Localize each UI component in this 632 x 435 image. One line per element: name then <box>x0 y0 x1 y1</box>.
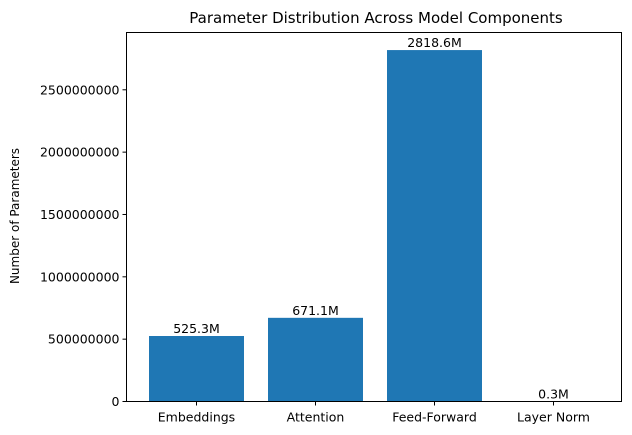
bar-0 <box>149 336 244 402</box>
y-tick-label-4: 2000000000 <box>40 145 120 160</box>
bar-2 <box>387 50 482 402</box>
x-tick-label-0: Embeddings <box>158 410 235 425</box>
y-tick-label-2: 1000000000 <box>40 269 120 284</box>
plot-frame <box>126 32 622 402</box>
y-tick-label-1: 500000000 <box>48 332 120 347</box>
y-tick-label-5: 2500000000 <box>40 82 120 97</box>
y-tick-label-3: 1500000000 <box>40 207 120 222</box>
bars-group <box>149 50 601 402</box>
data-label-0: 525.3M <box>173 321 220 336</box>
data-labels-group: 525.3M 671.1M 2818.6M 0.3M <box>173 35 569 401</box>
x-axis-ticks: Embeddings Attention Feed-Forward Layer Nor… <box>158 401 590 425</box>
chart-title: Parameter Distribution Across Model Comp… <box>189 9 563 27</box>
data-label-1: 671.1M <box>292 303 339 318</box>
y-axis-label: Number of Parameters <box>8 148 22 284</box>
y-axis-ticks: 0 500000000 1000000000 1500000000 2000000000… <box>40 82 127 409</box>
y-tick-label-0: 0 <box>112 394 120 409</box>
data-label-2: 2818.6M <box>407 35 462 50</box>
bar-1 <box>268 317 363 402</box>
x-tick-label-2: Feed-Forward <box>392 410 477 425</box>
x-tick-label-3: Layer Norm <box>517 410 590 425</box>
x-tick-label-1: Attention <box>287 410 345 425</box>
data-label-3: 0.3M <box>538 386 569 401</box>
